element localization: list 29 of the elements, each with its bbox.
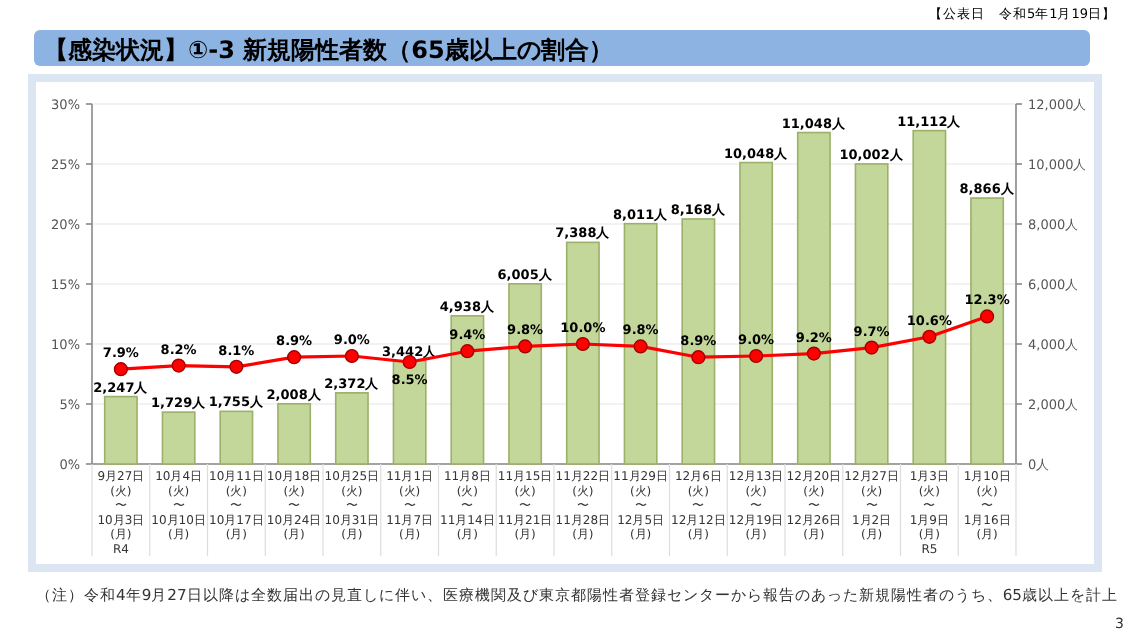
bar	[508, 283, 543, 465]
point	[980, 309, 995, 324]
point	[113, 362, 128, 377]
point	[229, 359, 244, 374]
bar	[739, 161, 774, 465]
point	[287, 350, 302, 365]
point	[344, 348, 359, 364]
bar	[854, 163, 889, 465]
bar	[334, 392, 369, 465]
bar	[277, 402, 312, 465]
bar	[623, 222, 658, 465]
point	[806, 346, 821, 361]
point	[575, 336, 590, 352]
point	[518, 339, 533, 354]
bar	[796, 131, 831, 465]
point	[864, 340, 879, 355]
bar	[161, 411, 196, 465]
bar	[392, 359, 427, 465]
chart-title: 【感染状況】①-3 新規陽性者数（65歳以上の割合）	[44, 36, 613, 64]
point	[691, 350, 706, 365]
point	[922, 329, 937, 344]
bar	[219, 410, 254, 465]
point	[171, 358, 186, 373]
point	[633, 339, 648, 354]
bar	[681, 218, 716, 465]
point	[460, 344, 475, 359]
bar	[103, 395, 138, 465]
bar	[450, 315, 485, 465]
point	[749, 348, 764, 364]
